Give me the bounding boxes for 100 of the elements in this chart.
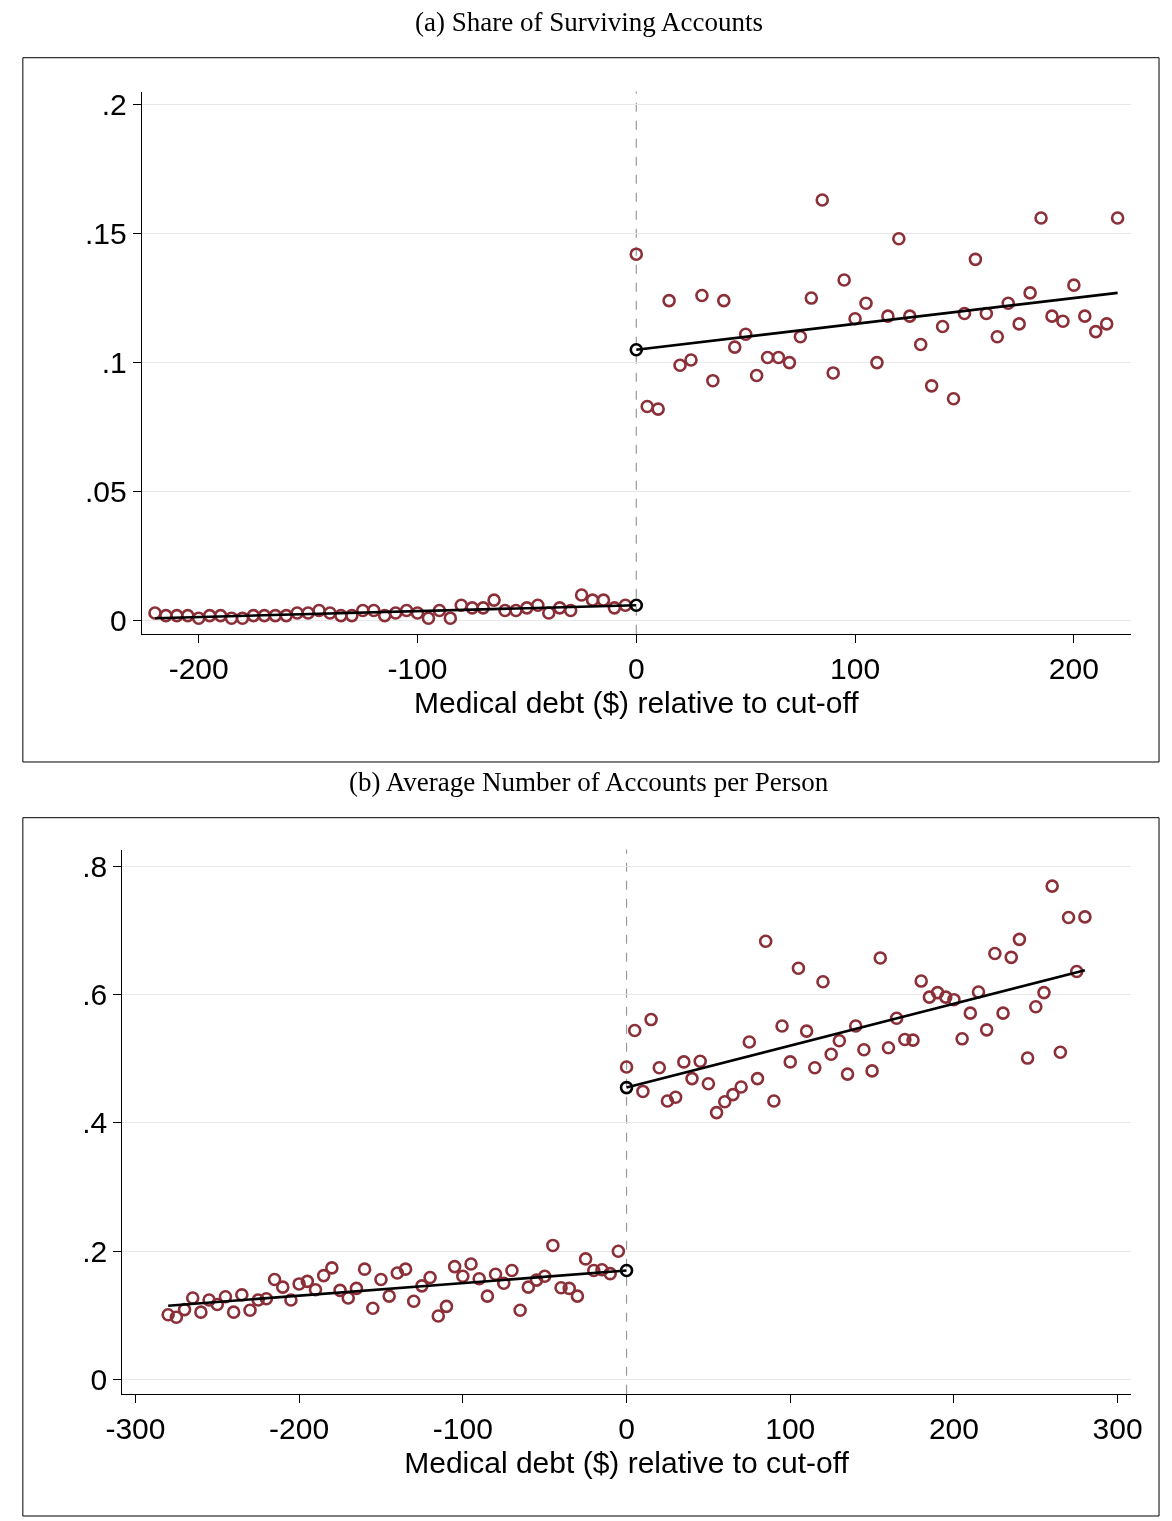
point	[1056, 314, 1070, 329]
point	[1110, 211, 1125, 225]
point	[826, 366, 840, 380]
point	[717, 293, 731, 308]
point	[873, 951, 888, 965]
point	[938, 990, 953, 1004]
point	[791, 961, 806, 976]
point	[881, 1041, 896, 1055]
point	[734, 1080, 748, 1094]
point	[292, 1277, 306, 1291]
point	[1045, 309, 1059, 323]
point	[662, 293, 676, 308]
point	[749, 368, 764, 383]
point	[1004, 950, 1019, 965]
x-tick-label: 300	[1092, 1411, 1143, 1445]
point	[275, 1280, 290, 1294]
point	[660, 1094, 675, 1108]
point	[840, 1067, 855, 1081]
point	[1053, 1045, 1068, 1060]
point	[374, 1272, 388, 1287]
point	[996, 1006, 1010, 1020]
point	[783, 1055, 798, 1069]
point	[968, 252, 983, 267]
y-tick-label: .05	[85, 475, 127, 509]
y-tick-label: .4	[82, 1106, 108, 1140]
point	[979, 1023, 994, 1037]
point	[955, 1032, 969, 1046]
point	[1034, 211, 1048, 225]
point	[930, 985, 945, 1000]
point	[701, 1076, 716, 1091]
point	[1078, 309, 1092, 323]
point	[717, 1094, 732, 1109]
point	[898, 1032, 912, 1047]
point	[629, 598, 644, 613]
point	[443, 611, 458, 625]
point	[169, 1310, 184, 1325]
y-tick-label: .8	[82, 849, 108, 883]
point	[808, 1060, 822, 1075]
y-tick-label: 0	[90, 1363, 108, 1397]
point	[677, 1055, 691, 1069]
x-tick-label: -200	[269, 1411, 330, 1445]
point	[619, 1060, 634, 1074]
x-tick-label: -200	[168, 651, 229, 685]
point	[487, 593, 501, 607]
point	[913, 337, 928, 352]
point	[161, 1307, 175, 1322]
point	[1099, 317, 1114, 331]
x-tick-label: 100	[830, 651, 881, 685]
y-tick-label: 0	[110, 604, 127, 638]
point	[1012, 317, 1026, 331]
point	[562, 1281, 577, 1296]
point	[990, 329, 1005, 344]
y-tick-label: .15	[85, 217, 127, 251]
chart-title: (b) Average Number of Accounts per Person	[349, 767, 829, 797]
point	[546, 1238, 560, 1253]
point	[727, 340, 742, 354]
point	[456, 1269, 470, 1284]
point	[1061, 910, 1076, 925]
x-tick-label: -100	[432, 1411, 493, 1445]
x-tick-label: 200	[1048, 651, 1099, 685]
point	[325, 1261, 339, 1275]
x-axis-title: Medical debt ($) relative to cut-off	[413, 686, 860, 720]
point	[1045, 879, 1059, 893]
point	[685, 1071, 699, 1086]
point	[464, 1257, 478, 1271]
y-tick-label: .2	[82, 1234, 108, 1268]
point	[1088, 324, 1103, 339]
point	[1029, 999, 1043, 1014]
chart-title: (a) Share of Surviving Accounts	[415, 7, 763, 37]
point	[585, 593, 600, 607]
point	[636, 1084, 650, 1099]
point	[574, 588, 589, 602]
point	[619, 1080, 634, 1095]
point	[421, 611, 436, 625]
point	[406, 1294, 421, 1309]
point	[767, 1094, 781, 1108]
point	[815, 193, 830, 207]
y-tick-label: .2	[101, 87, 127, 121]
point	[300, 1274, 315, 1289]
point	[870, 355, 884, 370]
point	[824, 1047, 838, 1062]
point	[640, 399, 655, 414]
x-tick-label: -100	[387, 651, 448, 685]
point	[742, 1035, 757, 1049]
point	[914, 974, 928, 988]
point	[673, 358, 687, 372]
point	[706, 373, 720, 388]
point	[366, 1301, 380, 1316]
point	[505, 1263, 519, 1278]
point	[857, 1042, 871, 1057]
point	[611, 1244, 626, 1258]
point	[837, 273, 851, 287]
point	[629, 247, 644, 261]
y-tick-label: .6	[82, 978, 108, 1012]
point	[771, 350, 786, 365]
point	[194, 1305, 208, 1319]
point	[554, 1280, 568, 1295]
point	[709, 1105, 724, 1120]
point	[922, 990, 937, 1004]
point	[684, 353, 698, 367]
